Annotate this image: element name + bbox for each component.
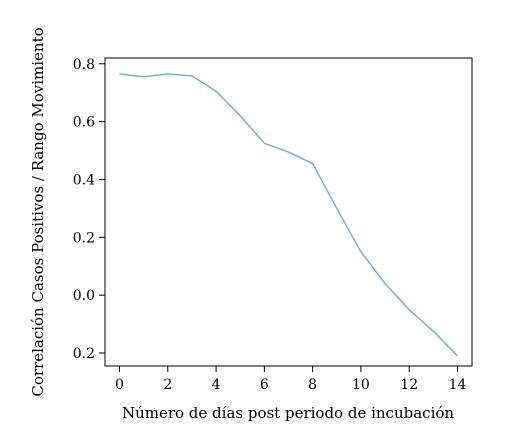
x-tick-label: 4: [212, 377, 221, 393]
x-axis-title: Número de días post periodo de incubació…: [122, 404, 454, 422]
x-tick-label: 14: [449, 377, 467, 393]
series-group: [119, 73, 459, 357]
x-tick-label: 12: [400, 377, 418, 393]
x-tick-label: 0: [115, 377, 124, 393]
y-axis-title: Correlación Casos Positivos / Rango Movi…: [29, 27, 47, 396]
x-tick-label: 10: [352, 377, 370, 393]
x-tick-label: 6: [260, 377, 269, 393]
y-tick-label: 0.2: [73, 230, 95, 246]
x-tick-label: 2: [163, 377, 172, 393]
x-tick-label: 8: [308, 377, 317, 393]
y-tick-label: 0.2: [73, 346, 95, 362]
y-axis: 0.8 0.6 0.4 0.2 0.0 0.2: [73, 57, 105, 362]
y-tick-label: 0.0: [73, 288, 95, 304]
y-tick-label: 0.4: [73, 172, 95, 188]
y-tick-label: 0.6: [73, 115, 95, 131]
x-axis: 0 2 4 6 8 10 12 14: [115, 366, 467, 393]
series-line: [119, 73, 459, 357]
plot-frame: [104, 57, 473, 367]
y-tick-label: 0.8: [73, 57, 95, 73]
